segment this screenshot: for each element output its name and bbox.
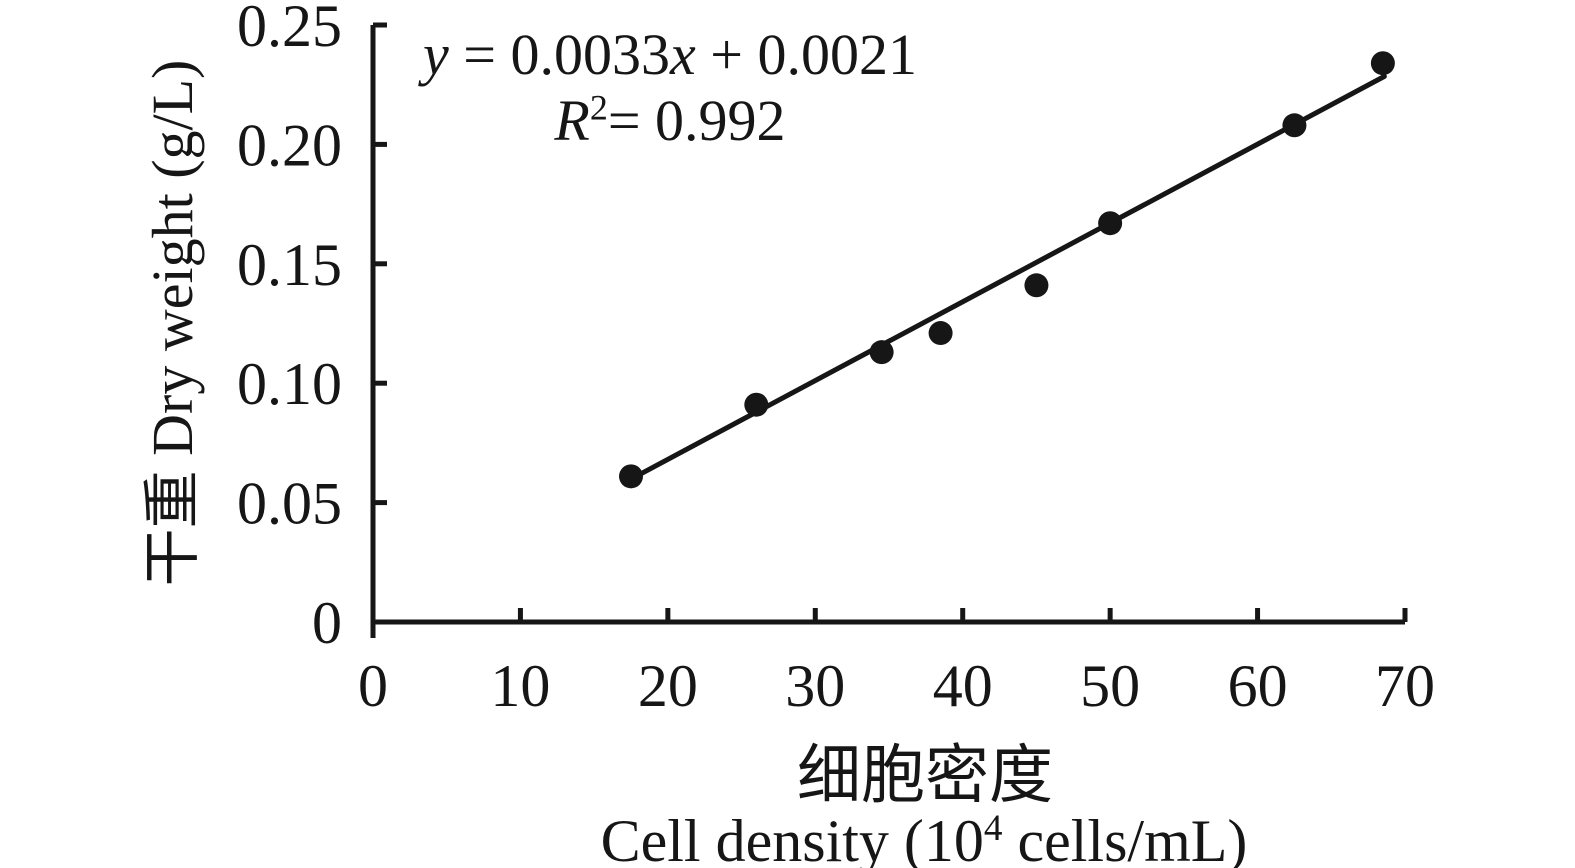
y-tick-label: 0.25 bbox=[237, 0, 342, 59]
x-tick-label: 10 bbox=[490, 653, 550, 719]
equation-line: y = 0.0033x + 0.0021 bbox=[423, 22, 917, 88]
y-tick-label: 0.10 bbox=[237, 351, 342, 417]
x-axis-title-en-exponent: 4 bbox=[983, 808, 1003, 849]
equation-y-var: y bbox=[423, 22, 449, 87]
x-tick-label: 60 bbox=[1228, 653, 1288, 719]
x-axis-title-en: Cell density (104 cells/mL) bbox=[601, 808, 1248, 868]
y-tick-label: 0 bbox=[312, 590, 342, 656]
r-squared-var: R bbox=[554, 88, 590, 153]
y-tick-label: 0.15 bbox=[237, 232, 342, 298]
data-point bbox=[1024, 273, 1049, 298]
equation-x-var: x bbox=[670, 22, 696, 87]
equation-tail: + 0.0021 bbox=[695, 22, 917, 87]
x-tick-label: 40 bbox=[933, 653, 993, 719]
data-point bbox=[1098, 211, 1123, 236]
x-tick-label: 30 bbox=[785, 653, 845, 719]
y-tick-label: 0.05 bbox=[237, 471, 342, 537]
x-tick-label: 50 bbox=[1080, 653, 1140, 719]
y-tick-label: 0.20 bbox=[237, 112, 342, 178]
equation-mid: = 0.0033 bbox=[448, 22, 670, 87]
data-point bbox=[619, 464, 643, 489]
r-squared-exponent: 2 bbox=[589, 87, 608, 128]
x-axis-title-en-pre: Cell density (10 bbox=[600, 808, 984, 868]
data-point bbox=[1282, 113, 1307, 138]
data-point bbox=[928, 321, 953, 346]
x-tick-label: 0 bbox=[358, 653, 388, 719]
trendline-annotation: y = 0.0033x + 0.0021 R2= 0.992 bbox=[423, 22, 917, 154]
data-point bbox=[744, 392, 769, 417]
y-axis-title: 干重 Dry weight (g/L) bbox=[140, 59, 205, 587]
x-axis-title-en-post: cells/mL) bbox=[1002, 808, 1248, 868]
data-point bbox=[1370, 51, 1395, 76]
r-squared-line: R2= 0.992 bbox=[423, 88, 917, 154]
r-squared-value: = 0.992 bbox=[607, 88, 786, 153]
x-tick-label: 20 bbox=[638, 653, 698, 719]
x-tick-label: 70 bbox=[1375, 653, 1435, 719]
x-axis-title-zh: 细胞密度 bbox=[797, 740, 1053, 811]
data-point bbox=[869, 340, 894, 365]
